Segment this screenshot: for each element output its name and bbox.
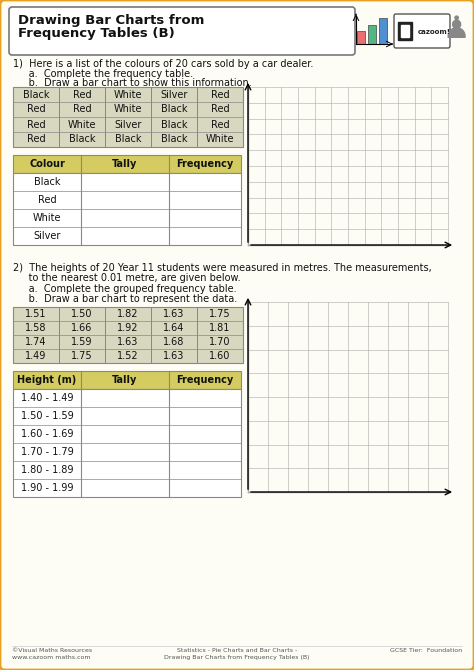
Text: Black: Black [115,135,141,145]
Text: White: White [33,213,61,223]
Text: 1.63: 1.63 [164,351,185,361]
Text: 1.75: 1.75 [71,351,93,361]
Text: ©Visual Maths Resources
www.cazoom maths.com: ©Visual Maths Resources www.cazoom maths… [12,648,92,659]
Text: Black: Black [23,90,49,100]
Bar [13,173,241,245]
Text: a.  Complete the grouped frequency table.: a. Complete the grouped frequency table. [13,284,237,294]
Bar [13,87,243,147]
Text: Black: Black [34,177,60,187]
Bar [357,31,365,44]
Text: GCSE Tier:  Foundation: GCSE Tier: Foundation [390,648,462,653]
Text: ♟: ♟ [442,15,470,44]
Text: Black: Black [161,135,187,145]
Text: 1)  Here is a list of the colours of 20 cars sold by a car dealer.: 1) Here is a list of the colours of 20 c… [13,59,313,69]
Text: Black: Black [69,135,95,145]
Text: 1.63: 1.63 [117,337,139,347]
Text: 1.52: 1.52 [117,351,139,361]
Bar [13,389,241,497]
Text: 1.90 - 1.99: 1.90 - 1.99 [21,483,73,493]
Text: 1.58: 1.58 [25,323,47,333]
Text: Black: Black [161,105,187,115]
Text: 1.75: 1.75 [209,309,231,319]
Text: 1.63: 1.63 [164,309,185,319]
Text: to the nearest 0.01 metre, are given below.: to the nearest 0.01 metre, are given bel… [13,273,241,283]
Text: White: White [68,119,96,129]
Text: 1.51: 1.51 [25,309,47,319]
Text: 1.80 - 1.89: 1.80 - 1.89 [21,465,73,475]
Text: a.  Complete the frequency table.: a. Complete the frequency table. [13,69,193,79]
Text: 1.60 - 1.69: 1.60 - 1.69 [21,429,73,439]
FancyBboxPatch shape [9,7,355,55]
Text: White: White [206,135,234,145]
Text: Red: Red [210,119,229,129]
Text: b.  Draw a bar chart to represent the data.: b. Draw a bar chart to represent the dat… [13,294,237,304]
Text: Frequency Tables (B): Frequency Tables (B) [18,27,175,40]
Text: Red: Red [73,105,91,115]
Text: Red: Red [27,105,46,115]
Bar [13,155,241,173]
Text: 1.68: 1.68 [164,337,185,347]
Text: Black: Black [161,119,187,129]
Text: 1.59: 1.59 [71,337,93,347]
Text: Frequency: Frequency [176,375,234,385]
Text: White: White [114,105,142,115]
Text: 1.92: 1.92 [117,323,139,333]
Text: Statistics - Pie Charts and Bar Charts -
Drawing Bar Charts from Frequency Table: Statistics - Pie Charts and Bar Charts -… [164,648,310,659]
Text: Red: Red [27,119,46,129]
Text: Height (m): Height (m) [18,375,77,385]
Text: 1.50: 1.50 [71,309,93,319]
Bar [13,371,241,389]
Text: 1.50 - 1.59: 1.50 - 1.59 [21,411,73,421]
Text: Drawing Bar Charts from: Drawing Bar Charts from [18,14,204,27]
Text: 2)  The heights of 20 Year 11 students were measured in metres. The measurements: 2) The heights of 20 Year 11 students we… [13,263,432,273]
Text: 1.74: 1.74 [25,337,47,347]
Text: cazoom!: cazoom! [418,29,451,35]
Text: Red: Red [27,135,46,145]
Bar [398,22,412,40]
Text: Red: Red [73,90,91,100]
Text: 1.82: 1.82 [117,309,139,319]
Text: 1.66: 1.66 [71,323,93,333]
Text: 1.49: 1.49 [25,351,46,361]
Text: 1.40 - 1.49: 1.40 - 1.49 [21,393,73,403]
Bar [13,307,243,363]
Bar [379,18,387,44]
Text: b.  Draw a bar chart to show this information.: b. Draw a bar chart to show this informa… [13,78,252,88]
Text: Silver: Silver [160,90,188,100]
Text: White: White [114,90,142,100]
Text: 1.64: 1.64 [164,323,185,333]
Text: 1.81: 1.81 [210,323,231,333]
Text: 1.60: 1.60 [210,351,231,361]
Text: Silver: Silver [33,231,61,241]
Text: Red: Red [210,90,229,100]
Bar [401,25,409,37]
FancyBboxPatch shape [394,14,450,48]
Text: 1.70 - 1.79: 1.70 - 1.79 [21,447,73,457]
Text: Colour: Colour [29,159,65,169]
Text: Red: Red [210,105,229,115]
Text: Red: Red [38,195,56,205]
Text: Frequency: Frequency [176,159,234,169]
Text: Tally: Tally [112,375,137,385]
Bar [368,25,376,44]
Text: Silver: Silver [114,119,142,129]
Text: 1.70: 1.70 [209,337,231,347]
Text: Tally: Tally [112,159,137,169]
